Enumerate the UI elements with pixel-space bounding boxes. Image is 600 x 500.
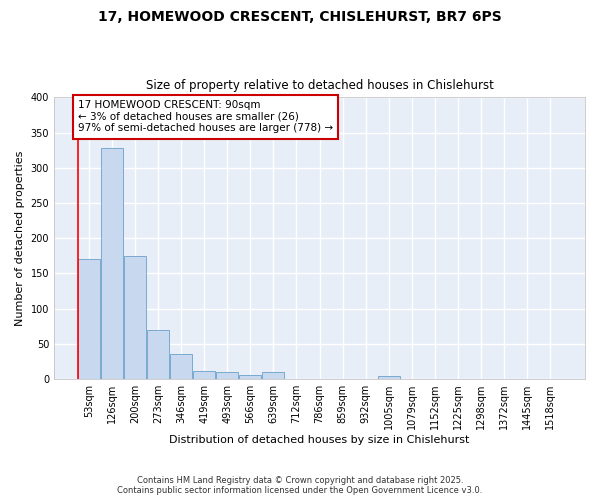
Bar xyxy=(217,372,238,379)
Text: 17, HOMEWOOD CRESCENT, CHISLEHURST, BR7 6PS: 17, HOMEWOOD CRESCENT, CHISLEHURST, BR7 … xyxy=(98,10,502,24)
Text: Contains HM Land Registry data © Crown copyright and database right 2025.
Contai: Contains HM Land Registry data © Crown c… xyxy=(118,476,482,495)
Bar xyxy=(170,354,192,379)
Bar xyxy=(147,330,169,379)
Bar xyxy=(124,256,146,379)
X-axis label: Distribution of detached houses by size in Chislehurst: Distribution of detached houses by size … xyxy=(169,435,470,445)
Y-axis label: Number of detached properties: Number of detached properties xyxy=(15,150,25,326)
Bar xyxy=(377,376,400,379)
Bar xyxy=(101,148,123,379)
Title: Size of property relative to detached houses in Chislehurst: Size of property relative to detached ho… xyxy=(146,79,493,92)
Bar xyxy=(262,372,284,379)
Bar xyxy=(78,260,100,379)
Text: 17 HOMEWOOD CRESCENT: 90sqm
← 3% of detached houses are smaller (26)
97% of semi: 17 HOMEWOOD CRESCENT: 90sqm ← 3% of deta… xyxy=(78,100,333,134)
Bar xyxy=(239,376,262,379)
Bar xyxy=(193,371,215,379)
